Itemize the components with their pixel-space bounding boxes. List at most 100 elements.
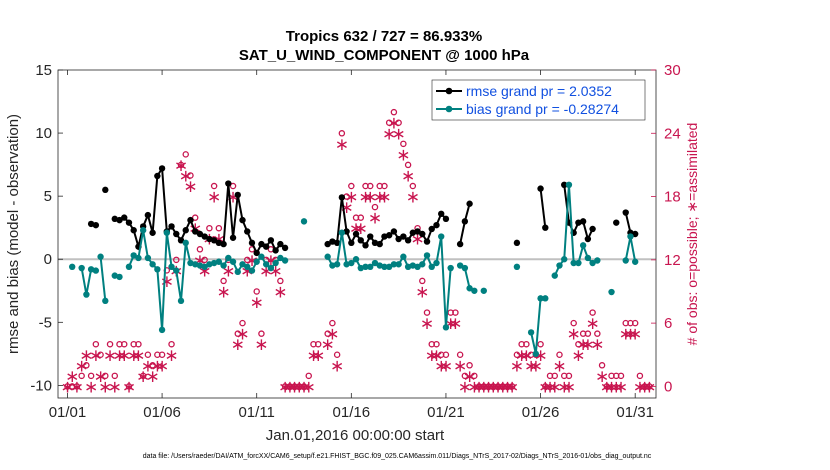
obs-assimilated-marker: ∗ [89,346,103,366]
x-tick-label: 01/01 [49,404,87,421]
obs-assimilated-marker: ∗ [174,156,188,176]
bias-point [575,259,582,267]
x-tick-label: 01/26 [522,404,560,421]
obs-assimilated-marker: ∗ [396,145,410,165]
obs-possible-marker [201,256,208,264]
bias-point [333,261,341,268]
y-right-tick-label: 30 [664,62,681,79]
legend-rmse-marker [445,87,453,95]
rmse-point [537,185,544,192]
rmse-point [130,227,137,234]
y-axis-right-label: # of obs: o=possible; ∗=assimilated [684,123,700,346]
obs-assimilated-marker: ∗ [576,335,590,355]
bias-point [267,264,275,272]
rmse-point [622,209,629,216]
obs-possible-marker [111,372,119,380]
rmse-point [182,227,189,234]
bias-point [154,266,161,273]
obs-possible-marker [149,362,156,369]
obs-assimilated-marker: ∗ [60,377,74,397]
bias-point [570,259,577,267]
obs-assimilated-marker: ∗ [486,377,500,397]
rmse-point [234,191,241,199]
obs-assimilated-marker: ∗ [278,377,292,397]
obs-possible-marker [419,277,426,285]
rmse-point [428,225,435,233]
obs-assimilated-marker: ∗ [529,356,543,376]
rmse-point [385,232,393,239]
obs-assimilated-marker: ∗ [302,377,316,397]
obs-possible-marker [366,182,374,190]
obs-assimilated-marker: ∗ [84,377,98,397]
obs-assimilated-marker: ∗ [510,356,524,376]
bias-point [395,261,402,268]
obs-assimilated-marker: ∗ [117,346,131,366]
obs-assimilated-marker: ∗ [519,346,533,366]
bias-point [551,272,558,279]
obs-possible-marker [371,203,379,211]
obs-possible-marker [471,372,478,380]
obs-assimilated-marker: ∗ [283,377,297,397]
obs-possible-marker [196,246,204,253]
obs-assimilated-marker: ∗ [112,346,126,366]
obs-assimilated-marker: ∗ [349,219,363,239]
plot-frame [57,69,657,399]
rmse-point [168,223,175,230]
obs-assimilated-marker: ∗ [515,346,529,366]
obs-assimilated-marker: ∗ [609,377,623,397]
bias-point [324,253,331,260]
obs-assimilated-marker: ∗ [387,114,401,134]
rmse-point [589,225,596,233]
rmse-point [196,230,204,238]
bias-point [97,253,104,260]
obs-assimilated-marker: ∗ [93,367,107,387]
rmse-line [539,188,547,228]
obs-assimilated-marker: ∗ [325,325,339,345]
x-axis: 01/01 01/06 01/11 01/16 01/21 01/26 01/31 [49,70,654,421]
bias-point [537,295,544,302]
footer-data-file: data file: /Users/raeder/DAI/ATM_forcXX/… [143,453,652,460]
obs-assimilated-marker: ∗ [633,377,647,397]
rmse-point [414,228,421,235]
legend: rmse grand pr = 2.0352 bias grand pr = -… [431,79,646,121]
obs-assimilated-marker: ∗ [141,356,155,376]
obs-possible-marker [338,130,346,137]
obs-assimilated-marker: ∗ [98,377,112,397]
obs-possible-marker [314,340,322,348]
y-tick-label: 0 [44,251,52,268]
obs-assimilated-marker: ∗ [567,325,581,345]
obs-possible-marker [182,151,189,158]
obs-possible-marker [158,351,166,359]
obs-assimilated-marker: ∗ [373,188,387,208]
obs-assimilated-marker: ∗ [581,335,595,355]
rmse-point [348,239,355,247]
bias-point [262,261,270,268]
obs-possible-marker [513,351,521,359]
rmse-point [173,230,180,238]
bias-point [173,267,180,274]
obs-possible-marker [258,330,265,337]
obs-possible-marker [603,383,611,390]
bias-point [116,273,123,281]
y-tick-label: -5 [39,314,52,331]
bias-point [362,263,369,270]
bias-point [158,326,166,334]
obs-assimilated-marker: ∗ [638,377,652,397]
bias-point [414,263,421,270]
bias-point [144,254,152,262]
bias-point [234,268,241,276]
obs-possible-marker [575,340,582,348]
obs-possible-marker [106,340,114,348]
y-axis-right: 0 6 12 18 24 30 [651,62,681,395]
rmse-point [513,239,521,247]
rmse-point [400,233,407,240]
obs-possible-marker [173,256,180,264]
x-tick-label: 01/31 [616,404,654,421]
bias-point [480,287,487,294]
obs-assimilated-marker: ∗ [108,377,122,397]
obs-possible-marker [277,277,284,285]
rmse-point [395,235,402,243]
obs-assimilated-marker: ∗ [145,367,159,387]
bias-point [631,258,639,265]
rmse-point [438,210,445,218]
